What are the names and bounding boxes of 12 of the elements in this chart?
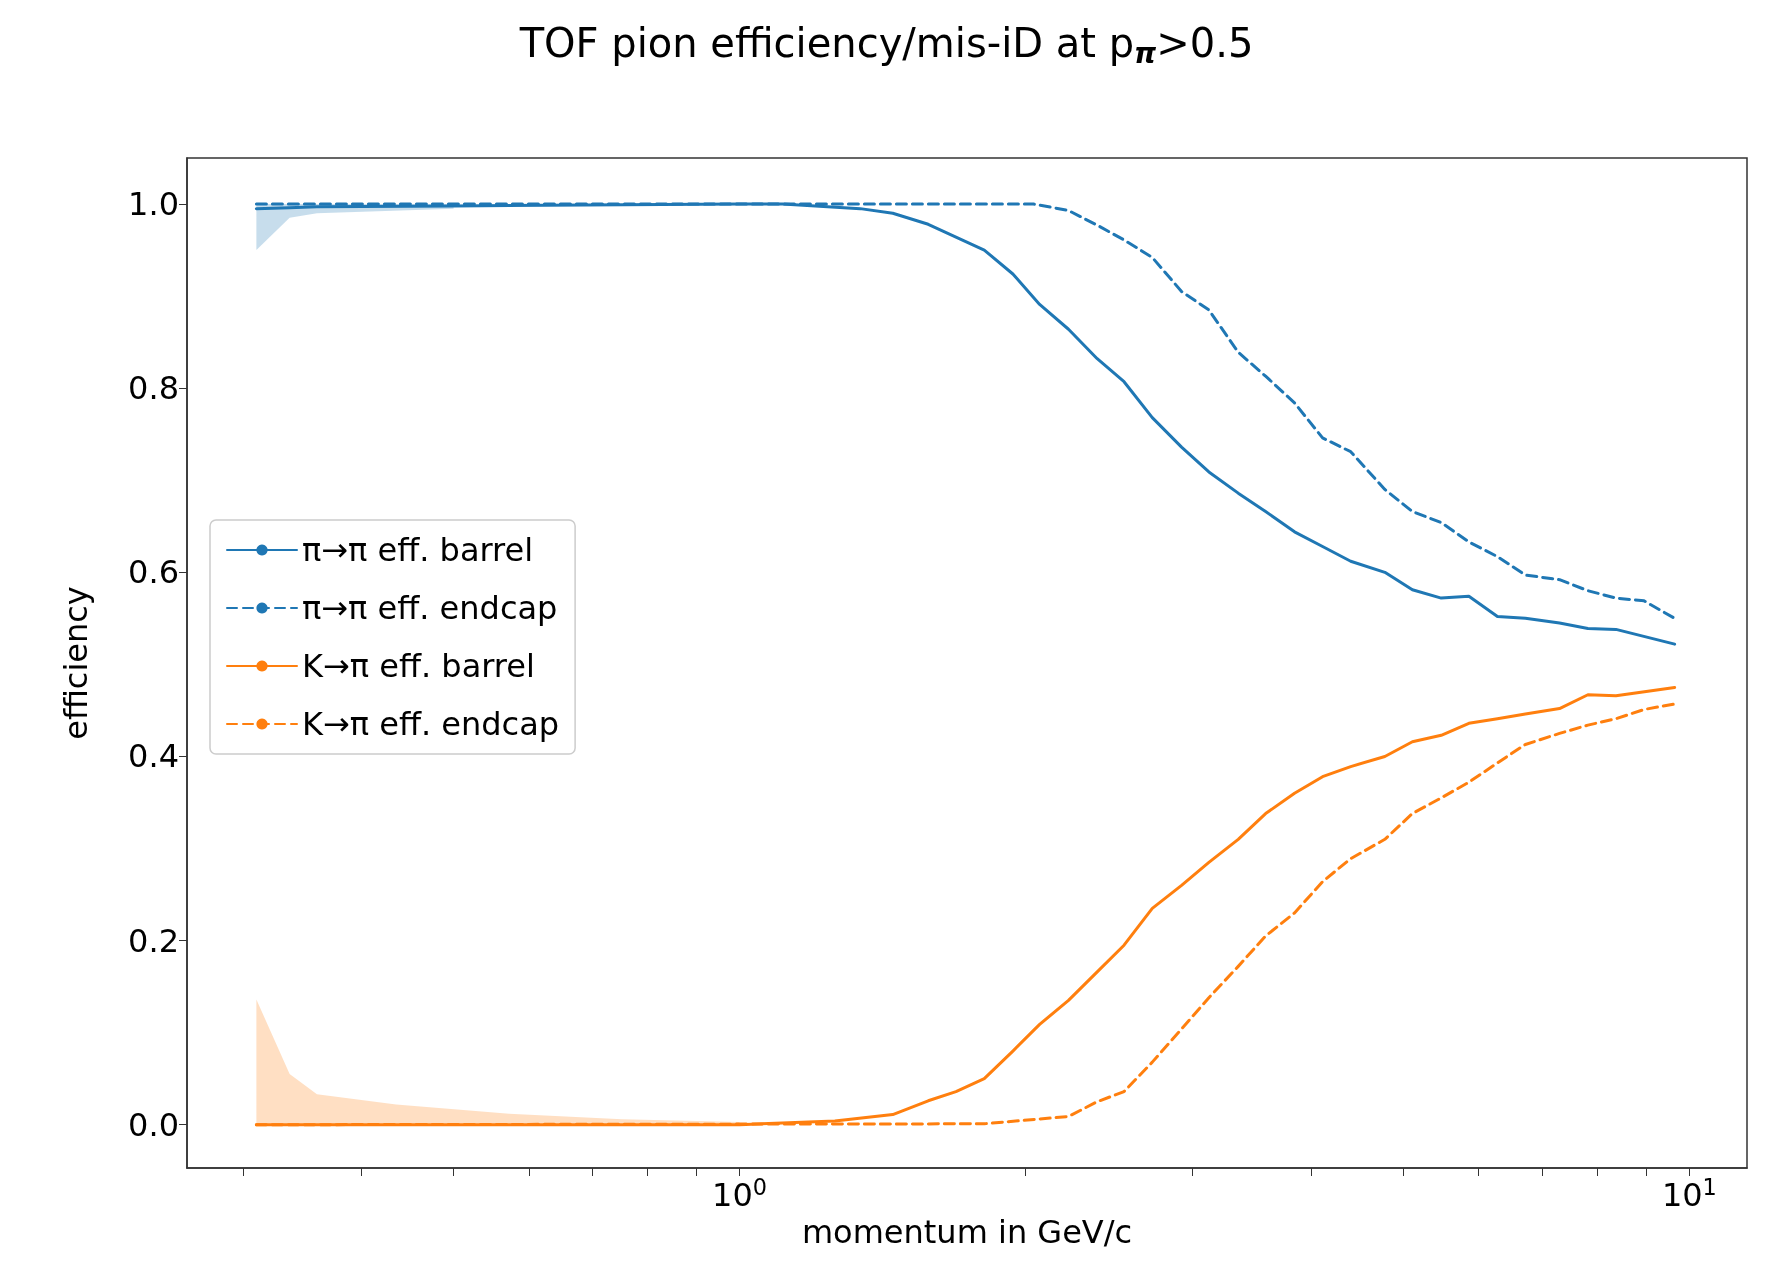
legend-label: π→π eff. barrel: [302, 531, 534, 569]
x-axis-title: momentum in GeV/c: [801, 1213, 1133, 1251]
legend-label: K→π eff. barrel: [302, 647, 535, 685]
y-tick-label: 1.0: [128, 185, 179, 224]
y-tick-label: 0.6: [128, 553, 179, 592]
y-tick-label: 0.2: [128, 921, 179, 960]
legend-label: π→π eff. endcap: [302, 589, 558, 627]
y-tick-label: 0.8: [128, 369, 179, 408]
y-tick-label: 0.0: [128, 1105, 179, 1144]
legend-label: K→π eff. endcap: [302, 705, 560, 743]
y-axis-title: efficiency: [57, 586, 95, 740]
y-tick-label: 0.4: [128, 737, 179, 776]
